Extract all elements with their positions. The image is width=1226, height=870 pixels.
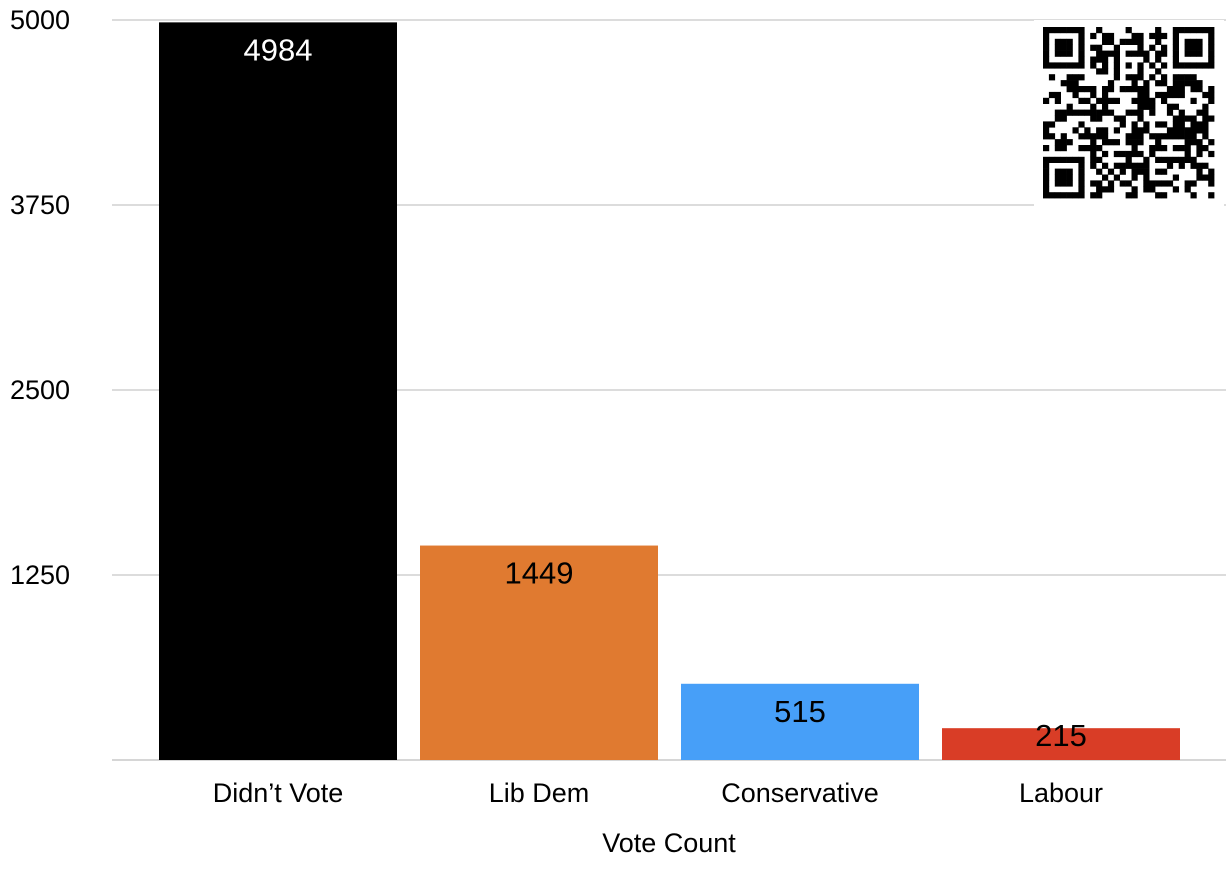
bar-0 (159, 22, 397, 761)
x-tick-label: Conservative (721, 778, 879, 808)
y-tick-label: 1250 (10, 560, 70, 590)
x-tick-label: Didn’t Vote (213, 778, 344, 808)
data-label: 1449 (505, 556, 574, 591)
bar-1 (420, 545, 658, 760)
qr-code-icon (1034, 20, 1224, 206)
x-tick-label: Labour (1019, 778, 1103, 808)
y-tick-label: 5000 (10, 5, 70, 35)
x-tick-label: Lib Dem (489, 778, 590, 808)
data-label: 515 (774, 694, 826, 729)
bar-3 (942, 728, 1180, 760)
x-axis-title: Vote Count (602, 828, 736, 858)
y-tick-label: 2500 (10, 375, 70, 405)
bar-2 (681, 683, 919, 760)
data-label: 4984 (244, 32, 313, 67)
y-tick-label: 3750 (10, 190, 70, 220)
data-label: 215 (1035, 718, 1087, 753)
